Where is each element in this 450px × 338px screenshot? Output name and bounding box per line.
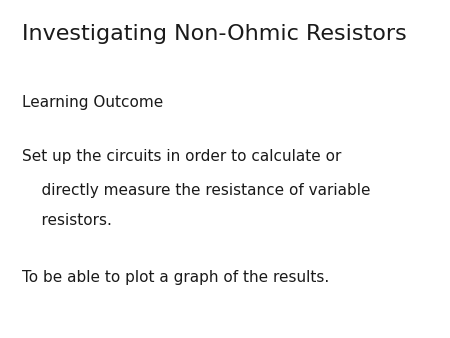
Text: directly measure the resistance of variable: directly measure the resistance of varia… bbox=[22, 183, 371, 197]
Text: Learning Outcome: Learning Outcome bbox=[22, 95, 164, 110]
Text: Set up the circuits in order to calculate or: Set up the circuits in order to calculat… bbox=[22, 149, 342, 164]
Text: To be able to plot a graph of the results.: To be able to plot a graph of the result… bbox=[22, 270, 330, 285]
Text: Investigating Non-Ohmic Resistors: Investigating Non-Ohmic Resistors bbox=[22, 24, 407, 44]
Text: resistors.: resistors. bbox=[22, 213, 112, 228]
